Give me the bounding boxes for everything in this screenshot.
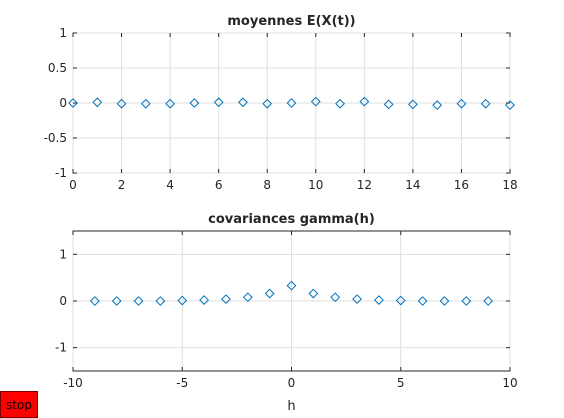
data-point-covariance: [395, 295, 406, 306]
data-point-covariance: [286, 280, 297, 291]
y-tick-label-mean: -1: [55, 166, 67, 180]
data-point-covariance: [199, 295, 210, 305]
data-point-mean: [165, 98, 176, 109]
x-tick-label-mean: 0: [69, 178, 77, 192]
x-tick-label-mean: 16: [454, 178, 469, 192]
y-tick-label-mean: 0: [59, 96, 67, 110]
x-tick-label-covariance: 0: [288, 376, 296, 390]
x-tick-label-covariance: -5: [176, 376, 188, 390]
data-point-mean: [286, 98, 297, 108]
data-point-covariance: [264, 288, 275, 299]
data-point-covariance: [111, 296, 122, 306]
data-point-mean: [505, 100, 515, 111]
data-point-mean: [262, 98, 273, 109]
data-point-mean: [189, 98, 200, 108]
data-point-mean: [213, 97, 224, 108]
data-point-mean: [140, 98, 151, 109]
x-tick-label-mean: 8: [263, 178, 271, 192]
x-tick-label-mean: 6: [215, 178, 223, 192]
data-point-covariance: [483, 296, 494, 306]
chart-title-mean: moyennes E(X(t)): [227, 14, 355, 29]
y-tick-label-covariance: -1: [55, 341, 67, 355]
x-tick-label-mean: 10: [308, 178, 323, 192]
x-tick-label-mean: 14: [405, 178, 420, 192]
data-point-mean: [238, 97, 248, 108]
data-point-covariance: [155, 296, 166, 306]
data-point-mean: [68, 98, 78, 108]
chart-title-covariance: covariances gamma(h): [208, 212, 375, 227]
data-point-mean: [407, 99, 418, 110]
y-tick-label-mean: 1: [59, 26, 67, 40]
x-axis-label-covariance: h: [287, 399, 295, 414]
x-tick-label-mean: 2: [118, 178, 126, 192]
y-tick-label-mean: 0.5: [48, 61, 67, 75]
x-tick-label-covariance: -10: [63, 376, 83, 390]
data-point-mean: [432, 100, 443, 111]
data-point-covariance: [417, 296, 428, 306]
x-tick-label-mean: 18: [502, 178, 517, 192]
data-point-covariance: [373, 295, 384, 305]
stop-button[interactable]: stop: [0, 391, 38, 418]
y-tick-label-covariance: 1: [59, 247, 67, 261]
data-point-mean: [310, 96, 321, 107]
data-point-covariance: [242, 292, 253, 303]
x-tick-label-mean: 4: [166, 178, 174, 192]
data-point-mean: [383, 99, 394, 110]
data-point-covariance: [177, 295, 188, 306]
axes-covariance: -10 -5 0 5 10-101 covariances gamma(h) h: [55, 212, 518, 414]
data-point-covariance: [221, 294, 231, 305]
data-point-mean: [116, 98, 127, 109]
y-tick-label-mean: -0.5: [44, 131, 67, 145]
data-point-covariance: [439, 296, 450, 306]
x-tick-label-covariance: 10: [502, 376, 517, 390]
data-point-mean: [456, 98, 467, 109]
data-point-covariance: [352, 294, 362, 305]
y-tick-label-covariance: 0: [59, 294, 67, 308]
data-point-covariance: [133, 296, 144, 306]
data-point-mean: [92, 97, 103, 108]
data-point-covariance: [461, 296, 472, 306]
x-tick-label-covariance: 5: [397, 376, 405, 390]
data-point-mean: [335, 98, 345, 109]
data-point-mean: [359, 96, 370, 107]
data-point-mean: [480, 98, 491, 109]
axes-mean: 0 2 4 6 8 10 12 14 16 18 -1 -0.5 0 0.5 1 moyennes E(X(…: [44, 14, 518, 192]
data-point-covariance: [89, 296, 100, 306]
x-tick-label-mean: 12: [357, 178, 372, 192]
data-point-covariance: [308, 288, 319, 299]
data-point-covariance: [330, 292, 341, 303]
